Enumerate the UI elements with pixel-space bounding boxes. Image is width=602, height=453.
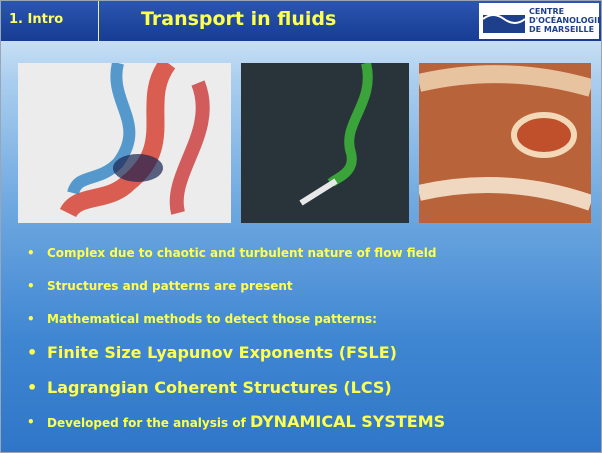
logo-line: D'OCÉANOLOGIE bbox=[529, 16, 602, 25]
ocean-image bbox=[241, 63, 409, 223]
logo-line: CENTRE bbox=[529, 7, 565, 16]
section-label: 1. Intro bbox=[9, 12, 64, 27]
logo-icon bbox=[483, 14, 525, 33]
logo-text: CENTRE D'OCÉANOLOGIE DE MARSEILLE bbox=[529, 7, 602, 34]
jupiter-image bbox=[419, 63, 591, 223]
bullet-list: Complex due to chaotic and turbulent nat… bbox=[23, 241, 445, 443]
bullet-emphasis: DYNAMICAL SYSTEMS bbox=[249, 412, 446, 431]
header-bar: 1. Intro Transport in fluids CENTRE D'OC… bbox=[1, 1, 601, 41]
bullet: Mathematical methods to detect those pat… bbox=[23, 307, 445, 340]
bullet: Structures and patterns are present bbox=[23, 274, 445, 307]
logo-line: DE MARSEILLE bbox=[529, 25, 595, 34]
dye-image bbox=[18, 63, 231, 223]
bullet: Lagrangian Coherent Structures (LCS) bbox=[23, 375, 445, 410]
divider bbox=[98, 1, 99, 41]
bullet-text: Developed for the analysis of bbox=[47, 416, 250, 430]
bullet: Developed for the analysis of DYNAMICAL … bbox=[23, 410, 445, 443]
logo: CENTRE D'OCÉANOLOGIE DE MARSEILLE bbox=[479, 3, 602, 39]
bullet: Finite Size Lyapunov Exponents (FSLE) bbox=[23, 340, 445, 375]
slide-title: Transport in fluids bbox=[141, 8, 337, 30]
bullet: Complex due to chaotic and turbulent nat… bbox=[23, 241, 445, 274]
